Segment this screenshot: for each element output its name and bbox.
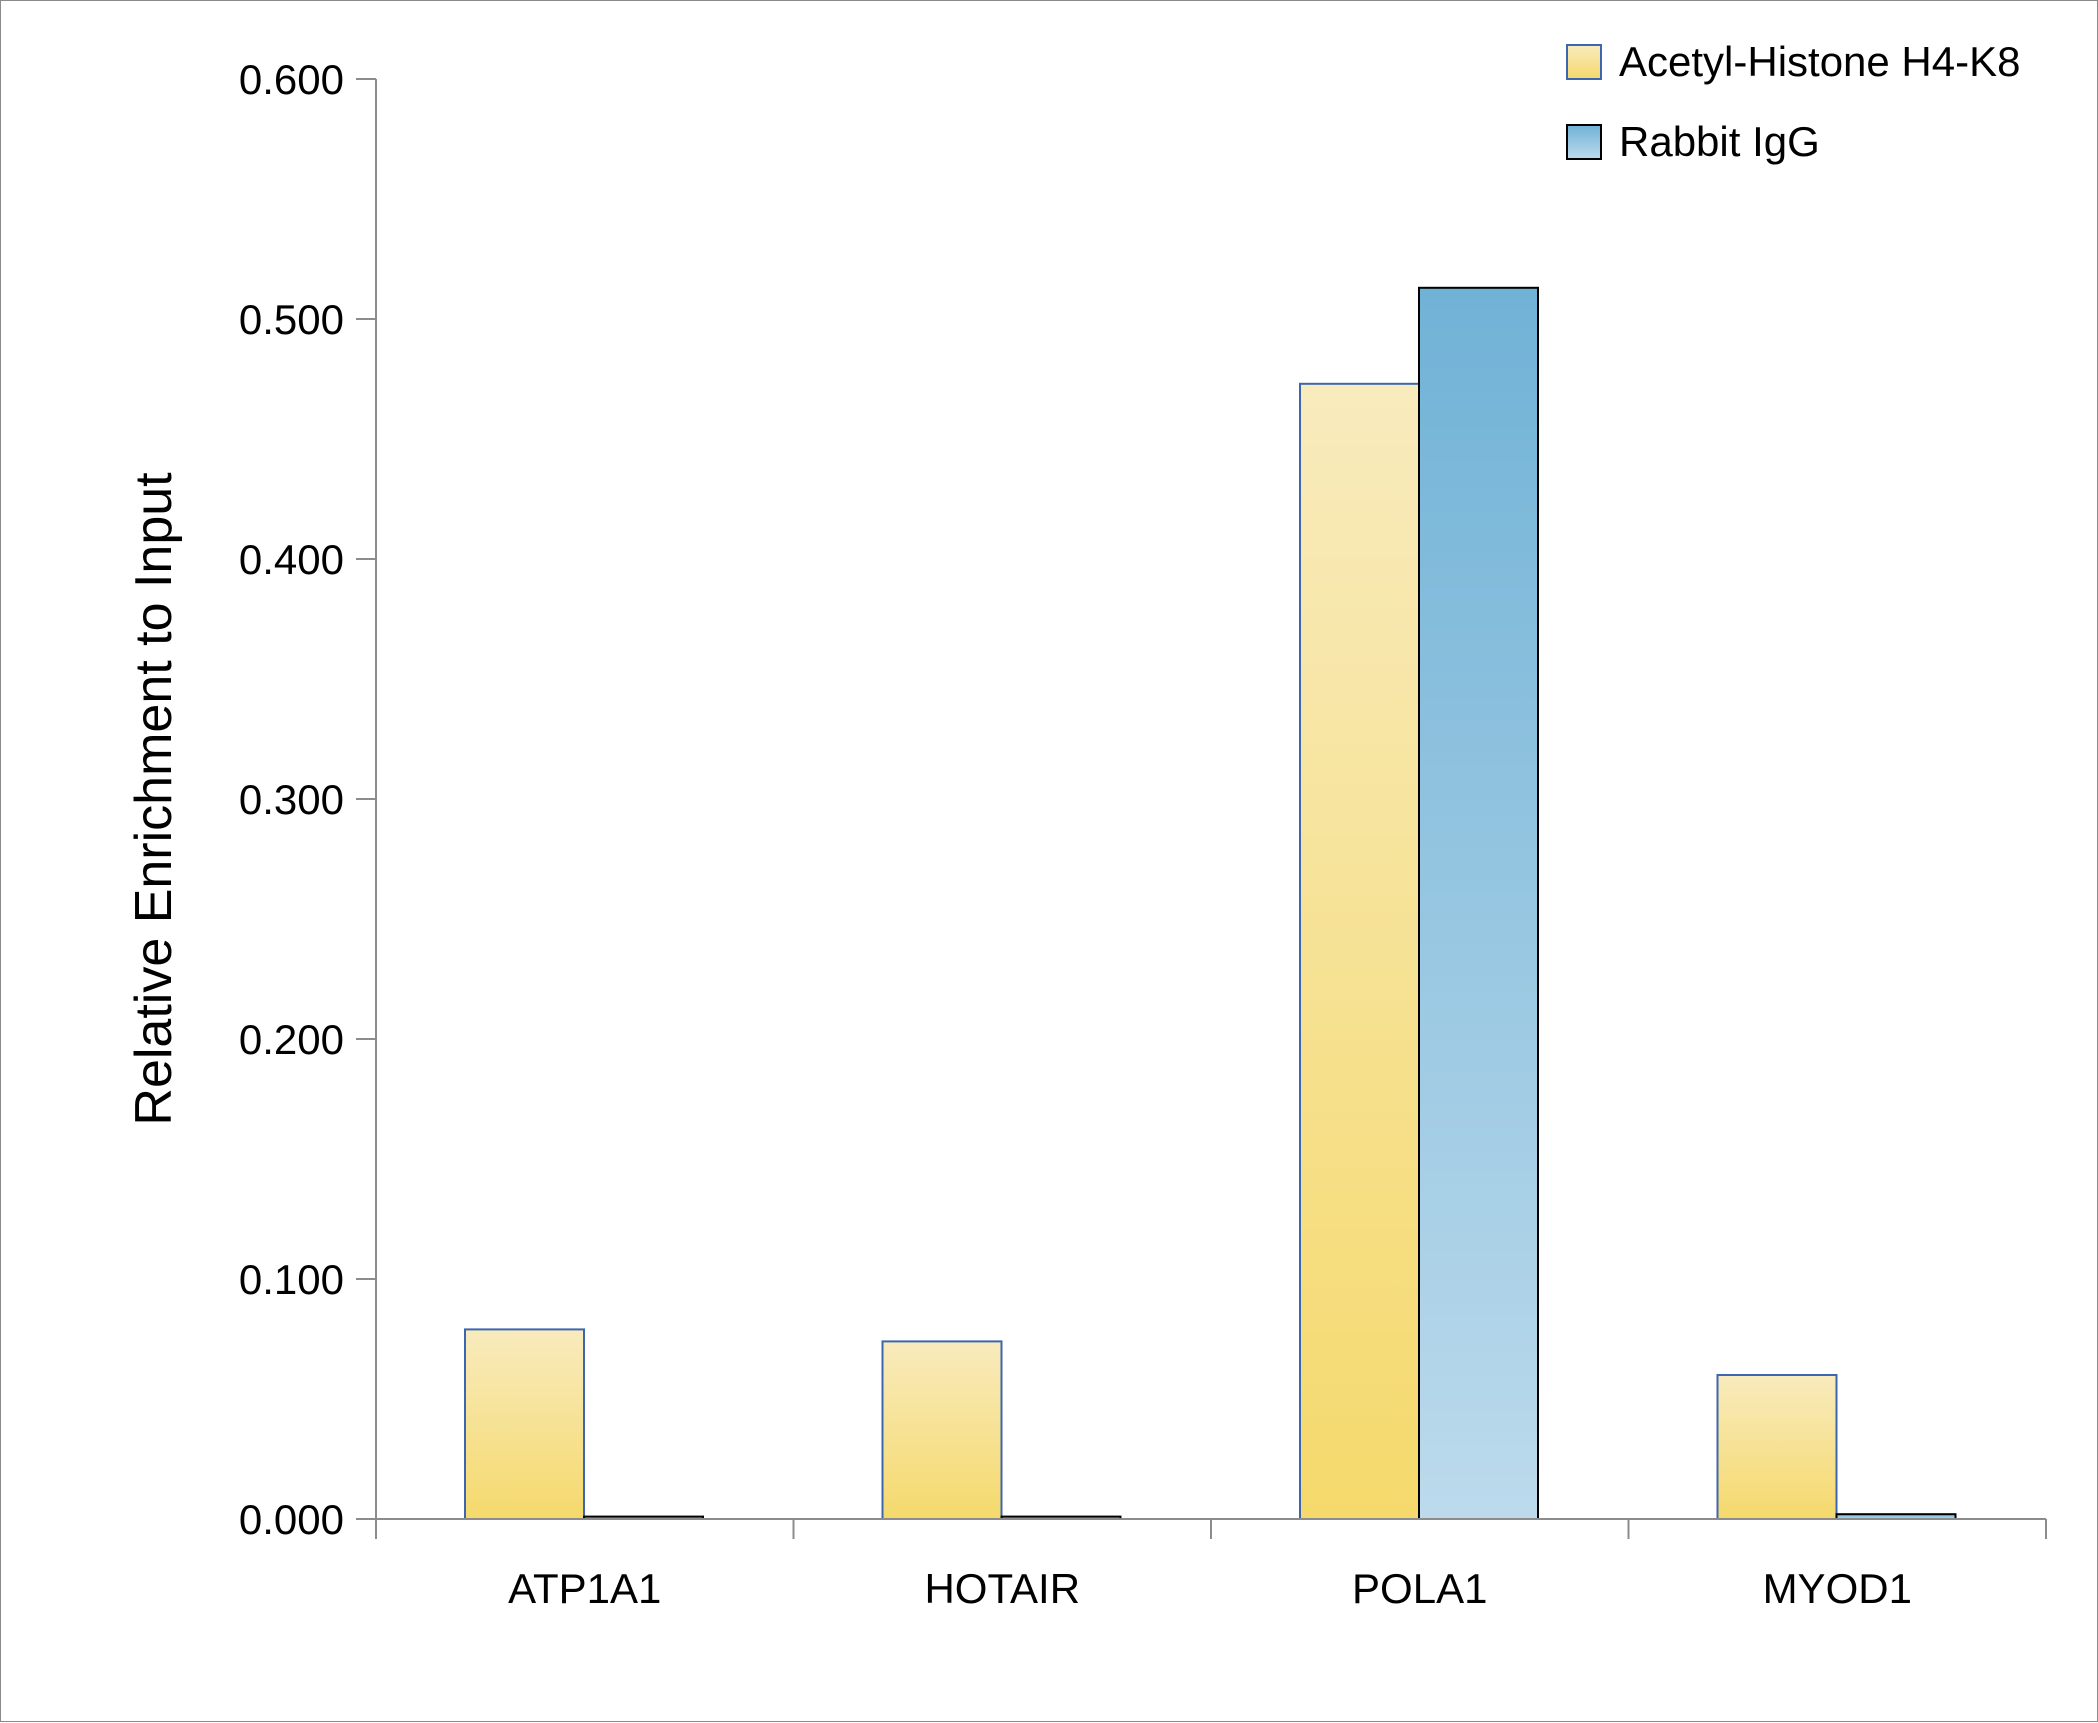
legend-item-rabbit-igg: Rabbit IgG (1566, 118, 1820, 165)
legend-label-acetyl-histone: Acetyl-Histone H4-K8 (1619, 38, 2020, 85)
y-tick-label: 0.000 (239, 1496, 344, 1543)
x-tick-label-pola1: POLA1 (1352, 1565, 1487, 1612)
x-tick-label-myod1: MYOD1 (1763, 1565, 1912, 1612)
bar-acetyl-histone-h4-k8-pola1 (1299, 382, 1420, 1520)
y-tick-label: 0.500 (239, 296, 344, 343)
y-tick-label: 0.200 (239, 1016, 344, 1063)
legend-swatch-acetyl-histone (1566, 44, 1602, 80)
bar-rabbit-igg-pola1 (1418, 286, 1539, 1520)
y-tick-label: 0.300 (239, 776, 344, 823)
legend-swatch-rabbit-igg (1566, 124, 1602, 160)
x-tick-label-atp1a1: ATP1A1 (508, 1565, 661, 1612)
legend: Acetyl-Histone H4-K8 Rabbit IgG (1566, 38, 2020, 165)
y-tick-label: 0.400 (239, 536, 344, 583)
y-axis-title: Relative Enrichment to Input (125, 472, 183, 1126)
bar-acetyl-histone-h4-k8-atp1a1 (464, 1328, 585, 1521)
bars (464, 286, 1957, 1521)
legend-item-acetyl-histone: Acetyl-Histone H4-K8 (1566, 38, 2020, 85)
y-tick-label: 0.100 (239, 1256, 344, 1303)
y-tick-label: 0.600 (239, 56, 344, 103)
legend-label-rabbit-igg: Rabbit IgG (1619, 118, 1820, 165)
bar-acetyl-histone-h4-k8-myod1 (1716, 1374, 1838, 1520)
x-axis: ATP1A1 HOTAIR POLA1 MYOD1 (375, 1518, 2047, 1612)
x-tick-label-hotair: HOTAIR (924, 1565, 1080, 1612)
y-axis: 0.000 0.100 0.200 0.300 0.400 0.500 0.600 (239, 56, 377, 1543)
bar-acetyl-histone-h4-k8-hotair (881, 1340, 1003, 1521)
